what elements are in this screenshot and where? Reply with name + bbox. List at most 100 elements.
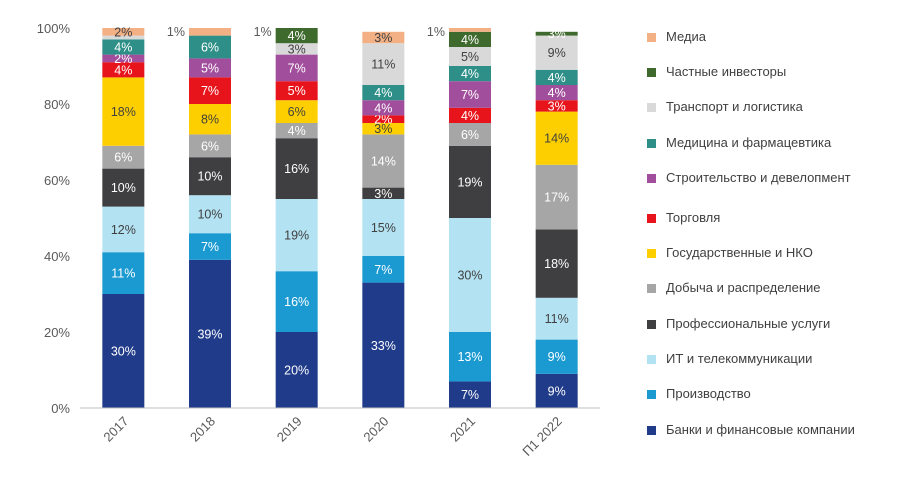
bar-segment — [362, 134, 405, 188]
y-tick-label: 20% — [44, 325, 70, 340]
bar-segment — [535, 31, 578, 36]
bar-segment — [275, 81, 318, 101]
bar-segment — [362, 115, 405, 123]
legend-item: Банки и финансовые компании — [647, 421, 856, 439]
data-label: 11% — [111, 267, 135, 281]
data-label: 4% — [114, 63, 132, 77]
legend-label: Транспорт и логистика — [666, 99, 803, 114]
bar-segment — [189, 58, 231, 78]
data-label: 17% — [544, 191, 569, 205]
bar-segment — [189, 77, 231, 104]
legend-label: Строительство и девелопмент — [666, 170, 851, 185]
data-label: 6% — [201, 41, 219, 55]
legend-item: Частные инвесторы — [647, 63, 786, 81]
data-label: 10% — [197, 170, 222, 184]
legend-swatch — [647, 249, 656, 258]
x-tick-label: 2019 — [274, 414, 305, 445]
legend-swatch — [647, 174, 656, 183]
bar-segment — [102, 145, 145, 169]
bar-segment — [362, 187, 405, 199]
bar-segment — [362, 199, 405, 256]
data-label: 19% — [284, 229, 309, 243]
data-label: 30% — [457, 269, 482, 283]
x-tick-label: 2020 — [360, 414, 391, 445]
data-label: 4% — [114, 41, 132, 55]
bar-segment — [362, 31, 405, 44]
legend-swatch — [647, 426, 656, 435]
bar-segment — [189, 134, 231, 158]
data-label: 2% — [114, 52, 132, 66]
bar-segment — [275, 43, 318, 55]
legend-item: Транспорт и логистика — [647, 98, 803, 116]
data-label: 7% — [461, 388, 479, 402]
data-label: 9% — [548, 384, 566, 398]
legend-label: ИТ и телекоммуникации — [666, 351, 813, 366]
outside-data-label: 1% — [427, 25, 445, 39]
data-label: 4% — [461, 67, 479, 81]
bar-segment — [535, 35, 578, 70]
bar-segment — [275, 138, 318, 199]
bar-segment — [102, 39, 145, 55]
bar-segment — [362, 282, 405, 408]
y-tick-label: 0% — [51, 401, 70, 416]
x-tick-label: 2018 — [187, 414, 218, 445]
data-label: 33% — [371, 339, 396, 353]
data-label: 3% — [548, 27, 566, 41]
bar-segment — [449, 47, 491, 66]
bar-segment — [102, 294, 145, 408]
bar-segment — [102, 35, 145, 40]
legend-swatch — [647, 320, 656, 329]
y-tick-label: 80% — [44, 97, 70, 112]
bar-segment — [275, 100, 318, 123]
legend-label: Банки и финансовые компании — [666, 422, 855, 437]
legend-item: Торговля — [647, 209, 720, 227]
data-label: 4% — [288, 124, 306, 138]
legend-swatch — [647, 390, 656, 399]
data-label: 5% — [288, 84, 306, 98]
x-tick-label: П1 2022 — [519, 414, 564, 459]
data-label: 4% — [374, 86, 392, 100]
legend-label: Медиа — [666, 29, 706, 44]
data-label: 18% — [111, 105, 136, 119]
data-label: 13% — [457, 350, 482, 364]
data-label: 9% — [548, 46, 566, 60]
bar-segment — [449, 123, 491, 146]
x-tick-label: 2021 — [447, 414, 478, 445]
data-label: 4% — [374, 101, 392, 115]
data-label: 14% — [544, 132, 569, 146]
data-label: 10% — [197, 208, 222, 222]
bar-segment — [102, 252, 145, 294]
bar-segment — [449, 28, 491, 32]
data-label: 12% — [111, 223, 136, 237]
bar-segment — [449, 332, 491, 382]
data-label: 10% — [111, 181, 136, 195]
legend-label: Медицина и фармацевтика — [666, 135, 832, 150]
bar-segment — [189, 259, 231, 408]
bar-segment — [362, 100, 405, 116]
legend-swatch — [647, 68, 656, 77]
data-label: 15% — [371, 221, 396, 235]
bar-segment — [535, 111, 578, 165]
data-label: 6% — [114, 151, 132, 165]
bar-segment — [189, 28, 231, 36]
legend-item: Медиа — [647, 28, 706, 46]
bars-group: 30%11%12%10%6%18%4%2%4%2%39%7%10%10%6%8%… — [102, 25, 578, 408]
bar-segment — [275, 28, 318, 44]
bar-segment — [189, 195, 231, 234]
bar-segment — [362, 123, 405, 135]
data-label: 5% — [461, 50, 479, 64]
bar-segment — [449, 31, 491, 47]
legend-label: Государственные и НКО — [666, 245, 813, 260]
x-axis: 2017 2018 2019 2020 2021 П1 2022 — [80, 407, 600, 459]
legend-label: Профессиональные услуги — [666, 316, 831, 331]
legend-item: Профессиональные услуги — [647, 315, 830, 333]
legend-swatch — [647, 214, 656, 223]
bar-segment — [535, 229, 578, 298]
data-label: 16% — [284, 162, 309, 176]
y-axis: 0% 20% 40% 60% 80% 100% — [37, 21, 71, 416]
data-label: 30% — [111, 345, 136, 359]
legend-label: Торговля — [666, 210, 721, 225]
data-label: 20% — [284, 364, 309, 378]
data-label: 4% — [288, 29, 306, 43]
